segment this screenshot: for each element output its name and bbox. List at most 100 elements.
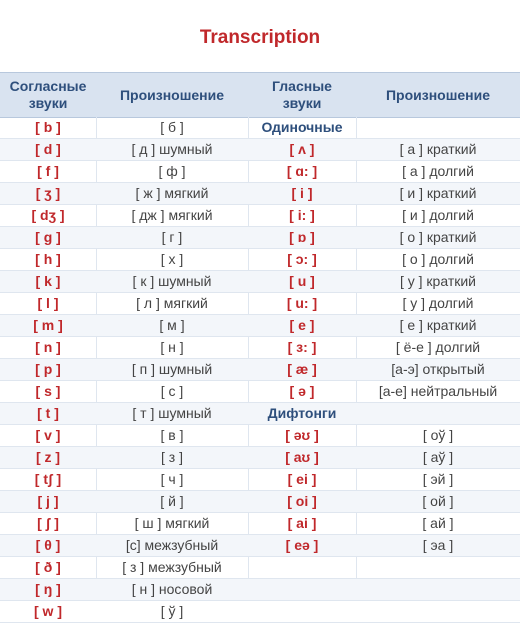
vowel-pronunciation: [ аў ] [422,449,454,465]
table-row: [ f ] [ ф ] [ ɑ: ] [ а ] долгий [0,161,520,183]
vowel-pronunciation: [ у ] краткий [399,273,476,289]
vowel-pronunciation: [ ё-е ] долгий [395,339,481,355]
table-row: [ tʃ ] [ ч ] [ ei ] [ эй ] [0,469,520,491]
consonant-pronunciation: [ н ] носовой [131,581,213,597]
page-title: Transcription [199,27,321,48]
consonant-pronunciation: [ г ] [161,229,183,245]
vowel-symbol: [ i ] [291,185,313,201]
table-row: [ ŋ ] [ н ] носовой [0,579,520,601]
vowel-pronunciation: [ а ] краткий [399,141,477,157]
consonant-symbol: [ ð ] [35,559,61,575]
consonant-symbol: [ j ] [37,493,59,509]
consonant-pronunciation: [ л ] мягкий [136,295,208,311]
table-row: [ j ] [ й ] [ oi ] [ ой ] [0,491,520,513]
table-row: [ ʒ ] [ ж ] мягкий [ i ] [ и ] краткий [0,183,520,205]
table-row: [ h ] [ х ] [ ɔ: ] [ о ] долгий [0,249,520,271]
vowel-symbol: [ ɒ ] [289,229,315,245]
vowel-symbol: [ ɜ: ] [287,339,317,355]
vowel-symbol [248,557,356,578]
table-row: [ d ] [ д ] шумный [ ʌ ] [ а ] краткий [0,139,520,161]
consonant-symbol: [ l ] [37,295,59,311]
vowel-symbol: [ ə ] [289,383,315,399]
consonant-symbol: [ h ] [35,251,61,267]
vowel-pronunciation: [ и ] долгий [402,207,474,223]
consonant-pronunciation: [ к ] шумный [132,273,212,289]
consonant-symbol: [ p ] [35,361,61,377]
vowel-pronunciation [356,403,520,424]
vowel-symbol: [ ai ] [287,515,317,531]
vowel-pronunciation [356,557,520,578]
consonant-symbol: [ ŋ ] [35,581,61,597]
table-row: [ ð ] [ з ] межзубный [0,557,520,579]
vowel-symbol: [ əʊ ] [285,427,319,443]
consonant-pronunciation: [ н ] [160,339,184,355]
vowel-symbol: [ ɑ: ] [286,163,318,179]
vowel-pronunciation: [ ай ] [422,515,454,531]
consonant-pronunciation: [ ш ] мягкий [134,515,210,531]
vowel-symbol [248,579,356,600]
consonant-symbol: [ k ] [35,273,61,289]
consonant-symbol: [ θ ] [35,537,61,553]
vowel-pronunciation: [ оў ] [422,427,454,443]
header-pronunciation-1: Произношение [119,86,225,103]
vowel-pronunciation: [ эй ] [422,471,454,487]
vowel-pronunciation: [ о ] краткий [399,229,477,245]
consonant-symbol: [ w ] [34,603,62,619]
vowel-pronunciation: [ ой ] [422,493,454,509]
header-consonants-line1: Согласные [9,78,87,94]
consonant-pronunciation: [ д ] шумный [131,141,213,157]
vowel-pronunciation [356,601,520,622]
vowel-section-label: Одиночные [261,119,343,135]
column-divider [248,117,249,598]
vowel-pronunciation: [ а ] долгий [402,163,474,179]
vowel-symbol: [ eə ] [285,537,319,553]
vowel-symbol: [ e ] [289,317,315,333]
table-row: [ b ] [ б ] Одиночные [0,117,520,139]
header-vowels-line2: звуки [282,95,322,111]
consonant-symbol: [ f ] [37,163,59,179]
table-row: [ l ] [ л ] мягкий [ u: ] [ у ] долгий [0,293,520,315]
consonant-symbol: [ dʒ ] [31,207,65,223]
table-row: [ s ] [ с ] [ ə ] [а-е] нейтральный [0,381,520,403]
table-row: [ g ] [ г ] [ ɒ ] [ о ] краткий [0,227,520,249]
table-row: [ t ] [ т ] шумный Дифтонги [0,403,520,425]
vowel-symbol: [ ʌ ] [289,141,315,157]
consonant-pronunciation: [ ж ] мягкий [135,185,209,201]
consonant-symbol: [ ʒ ] [35,185,61,201]
consonant-symbol: [ s ] [35,383,61,399]
header-pronunciation-2: Произношение [385,86,491,103]
vowel-pronunciation: [а-е] нейтральный [378,383,498,399]
consonant-pronunciation: [ т ] шумный [132,405,212,421]
vowel-pronunciation: [а-э] открытый [391,361,485,377]
transcription-table: Transcription Согласные звуки Произношен… [0,27,520,623]
header-vowels: Гласные звуки [248,73,356,117]
column-divider [356,117,357,598]
consonant-symbol: [ ʃ ] [37,515,59,531]
vowel-symbol: [ i: ] [289,207,315,223]
table-body: [ b ] [ б ] Одиночные [ d ] [ д ] шумный [ ʌ … [0,117,520,623]
consonant-pronunciation: [ с ] [160,383,184,399]
table-row: [ z ] [ з ] [ aʊ ] [ аў ] [0,447,520,469]
consonant-pronunciation: [ б ] [160,119,184,135]
header-vowels-line1: Гласные [272,78,332,94]
header-consonants-line2: звуки [28,95,68,111]
vowel-section-label: Дифтонги [267,405,337,421]
consonant-pronunciation: [ ч ] [160,471,184,487]
table-row: [ p ] [ п ] шумный [ æ ] [а-э] открытый [0,359,520,381]
vowel-symbol: [ aʊ ] [285,449,319,465]
vowel-symbol: [ u: ] [286,295,318,311]
consonant-symbol: [ b ] [35,119,61,135]
consonant-symbol: [ d ] [35,141,61,157]
table-row: [ θ ] [с] межзубный [ eə ] [ эа ] [0,535,520,557]
consonant-pronunciation: [ п ] шумный [131,361,213,377]
table-header: Согласные звуки Произношение Гласные зву… [0,72,520,118]
vowel-symbol: [ oi ] [287,493,317,509]
consonant-pronunciation: [ м ] [159,317,185,333]
vowel-pronunciation: [ и ] краткий [399,185,477,201]
vowel-pronunciation: [ эа ] [422,537,454,553]
consonant-symbol: [ n ] [35,339,61,355]
vowel-pronunciation: [ е ] краткий [399,317,477,333]
consonant-pronunciation: [ й ] [160,493,184,509]
consonant-symbol: [ v ] [35,427,61,443]
vowel-pronunciation: [ о ] долгий [402,251,474,267]
